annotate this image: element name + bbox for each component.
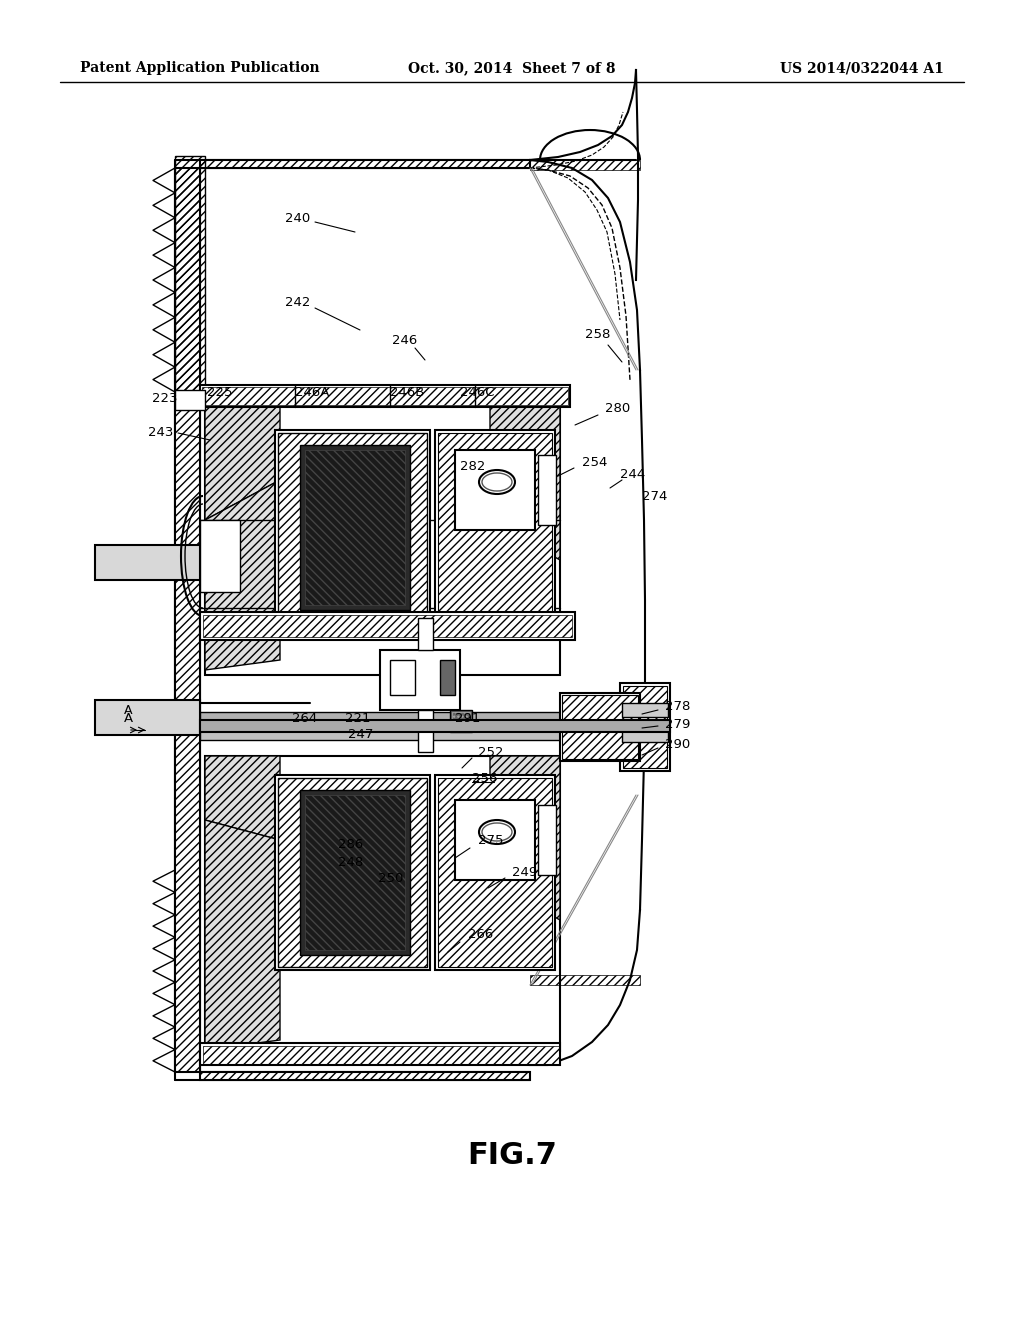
Bar — [435, 430, 555, 620]
Bar — [620, 682, 670, 771]
Text: 278: 278 — [665, 700, 690, 713]
Bar — [305, 795, 406, 950]
Text: A: A — [124, 704, 132, 717]
Text: 248: 248 — [338, 855, 364, 869]
Polygon shape — [490, 395, 560, 560]
Bar — [562, 696, 638, 759]
Text: US 2014/0322044 A1: US 2014/0322044 A1 — [780, 61, 944, 75]
Bar — [455, 450, 535, 531]
Bar — [200, 1072, 530, 1080]
Bar — [455, 800, 535, 880]
Bar — [622, 719, 668, 729]
Bar — [200, 719, 670, 733]
Text: FIG.7: FIG.7 — [467, 1140, 557, 1170]
Bar — [200, 612, 575, 640]
Polygon shape — [490, 756, 560, 920]
Text: 246B: 246B — [390, 387, 424, 400]
Bar — [205, 395, 560, 675]
Text: 246C: 246C — [460, 387, 495, 400]
Bar — [278, 777, 427, 968]
Text: 240: 240 — [285, 211, 310, 224]
Text: 246A: 246A — [295, 387, 330, 400]
Bar — [300, 445, 410, 610]
Bar — [390, 660, 415, 696]
Bar — [200, 160, 530, 168]
Text: 221: 221 — [345, 711, 371, 725]
Text: 247: 247 — [348, 727, 374, 741]
Text: 225: 225 — [207, 387, 232, 400]
Bar — [305, 450, 406, 605]
Bar — [623, 686, 667, 768]
Text: 244: 244 — [620, 467, 645, 480]
Text: A: A — [124, 711, 132, 725]
Bar — [435, 775, 555, 970]
Text: 286: 286 — [338, 838, 364, 851]
Polygon shape — [205, 820, 280, 1049]
Text: 291: 291 — [455, 711, 480, 725]
Text: 256: 256 — [472, 771, 498, 784]
Text: 246: 246 — [392, 334, 417, 346]
Bar — [418, 618, 433, 649]
Bar — [200, 726, 620, 741]
Bar — [300, 789, 410, 954]
Text: 275: 275 — [478, 833, 504, 846]
Bar — [205, 756, 560, 1051]
Bar — [95, 545, 200, 579]
Polygon shape — [205, 756, 280, 840]
Text: 280: 280 — [605, 401, 630, 414]
Bar — [203, 615, 572, 638]
Polygon shape — [205, 395, 280, 520]
Text: 290: 290 — [665, 738, 690, 751]
Text: 249: 249 — [512, 866, 538, 879]
Text: 250: 250 — [378, 871, 403, 884]
Bar — [530, 160, 640, 170]
Bar — [380, 649, 460, 710]
Bar — [560, 693, 640, 762]
Bar — [175, 389, 205, 411]
Text: 254: 254 — [582, 455, 607, 469]
Bar — [622, 729, 668, 742]
Text: Oct. 30, 2014  Sheet 7 of 8: Oct. 30, 2014 Sheet 7 of 8 — [409, 61, 615, 75]
Text: 243: 243 — [148, 425, 173, 438]
Bar — [203, 1045, 559, 1064]
Bar — [438, 433, 552, 616]
Bar — [538, 805, 556, 875]
Bar — [622, 704, 668, 717]
Text: 266: 266 — [468, 928, 494, 941]
Bar — [175, 168, 200, 1072]
Bar — [418, 710, 433, 752]
Bar — [200, 385, 570, 407]
Text: 264: 264 — [292, 711, 317, 725]
Polygon shape — [205, 480, 280, 671]
Bar — [200, 1043, 560, 1065]
Bar — [530, 975, 640, 985]
Bar — [438, 777, 552, 968]
Text: 279: 279 — [665, 718, 690, 730]
Text: 242: 242 — [285, 296, 310, 309]
Bar — [450, 710, 472, 733]
Text: Patent Application Publication: Patent Application Publication — [80, 61, 319, 75]
Bar — [175, 156, 205, 396]
Text: 258: 258 — [585, 329, 610, 342]
Bar — [440, 660, 455, 696]
Bar — [275, 430, 430, 620]
Text: 223: 223 — [152, 392, 177, 404]
Bar — [278, 433, 427, 616]
Bar — [95, 700, 200, 735]
Text: 282: 282 — [460, 461, 485, 474]
Bar — [200, 711, 620, 726]
Bar — [452, 711, 470, 730]
Text: 252: 252 — [478, 747, 504, 759]
Bar — [202, 387, 568, 405]
Bar — [275, 775, 430, 970]
Bar — [538, 455, 556, 525]
Text: 274: 274 — [642, 490, 668, 503]
Bar — [200, 520, 240, 591]
